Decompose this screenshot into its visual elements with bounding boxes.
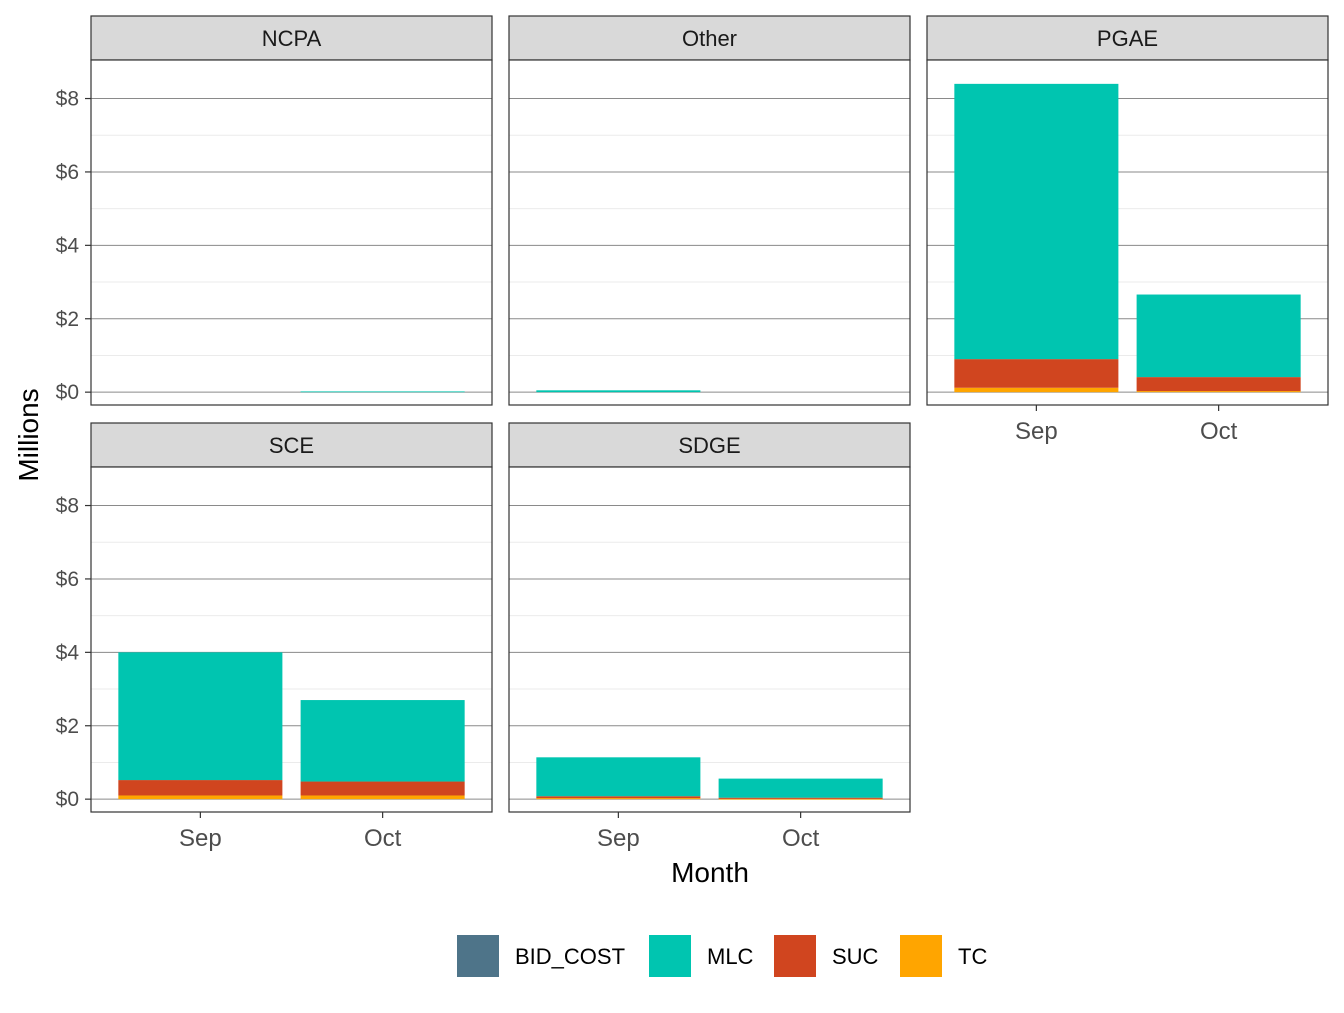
bar-pgae-sep-mlc	[954, 83, 1119, 360]
facet-label-sce: SCE	[269, 433, 314, 458]
y-tick-label: $4	[56, 234, 80, 257]
panel-background-ncpa	[91, 60, 492, 405]
bar-sdge-sep-tc	[536, 798, 701, 800]
panel-background-sdge	[509, 467, 910, 812]
bar-sce-sep-mlc	[118, 652, 283, 781]
bar-sce-oct-suc	[300, 781, 465, 796]
facet-strip-sce	[90, 422, 493, 468]
bar-sdge-oct-mlc	[718, 778, 883, 798]
bar-sdge-sep-mlc	[536, 757, 701, 797]
bar-sce-oct-mlc	[300, 700, 465, 782]
y-tick-label: $8	[56, 88, 79, 111]
y-tick-label: $8	[56, 495, 79, 518]
panel-background-other	[509, 60, 910, 405]
facet-label-other: Other	[682, 26, 737, 51]
bar-sdge-oct-tc	[718, 798, 883, 800]
y-tick-label: $6	[56, 568, 79, 591]
y-tick-label: $0	[56, 788, 79, 811]
bar-ncpa-oct-mlc	[300, 391, 465, 393]
bar-pgae-oct-mlc	[1136, 294, 1301, 378]
bar-other-sep-mlc	[536, 390, 701, 393]
facet-strip-sdge	[508, 422, 911, 468]
panel-border-ncpa	[90, 59, 493, 406]
bar-pgae-sep-suc	[954, 359, 1119, 388]
legend-label-suc: SUC	[832, 944, 879, 969]
bar-sce-sep-tc	[118, 795, 283, 800]
legend-key-mlc	[649, 935, 691, 977]
y-tick-label: $2	[56, 308, 79, 331]
bar-pgae-oct-suc	[1136, 377, 1301, 392]
legend-label-bid-cost: BID_COST	[515, 944, 625, 969]
facet-label-pgae: PGAE	[1097, 26, 1158, 51]
bar-sce-oct-tc	[300, 795, 465, 800]
x-tick-label: Sep	[597, 825, 640, 852]
y-tick-label: $6	[56, 161, 79, 184]
legend-label-tc: TC	[958, 944, 987, 969]
facet-strip-ncpa	[90, 15, 493, 61]
bar-sdge-sep-suc	[536, 796, 701, 799]
y-axis-title: Millions	[13, 388, 44, 481]
bar-pgae-sep-tc	[954, 387, 1119, 393]
x-tick-label: Oct	[1200, 418, 1238, 445]
x-tick-label: Oct	[364, 825, 402, 852]
y-tick-label: $2	[56, 715, 79, 738]
panel-border-sdge	[508, 466, 911, 813]
facet-label-sdge: SDGE	[678, 433, 740, 458]
legend-key-tc	[900, 935, 942, 977]
bar-pgae-oct-tc	[1136, 391, 1301, 393]
x-tick-label: Sep	[179, 825, 222, 852]
legend-key-suc	[774, 935, 816, 977]
x-axis-title: Month	[671, 857, 749, 888]
facet-strip-pgae	[926, 15, 1329, 61]
x-tick-label: Sep	[1015, 418, 1058, 445]
legend-key-bid-cost	[457, 935, 499, 977]
panel-border-other	[508, 59, 911, 406]
legend-label-mlc: MLC	[707, 944, 754, 969]
y-tick-label: $0	[56, 381, 79, 404]
panel-border-pgae	[926, 59, 1329, 406]
bar-sce-sep-suc	[118, 780, 283, 796]
x-tick-label: Oct	[782, 825, 820, 852]
panel-border-sce	[90, 466, 493, 813]
facet-label-ncpa: NCPA	[262, 26, 322, 51]
facet-strip-other	[508, 15, 911, 61]
y-tick-label: $4	[56, 641, 80, 664]
bar-sdge-oct-suc	[718, 797, 883, 799]
